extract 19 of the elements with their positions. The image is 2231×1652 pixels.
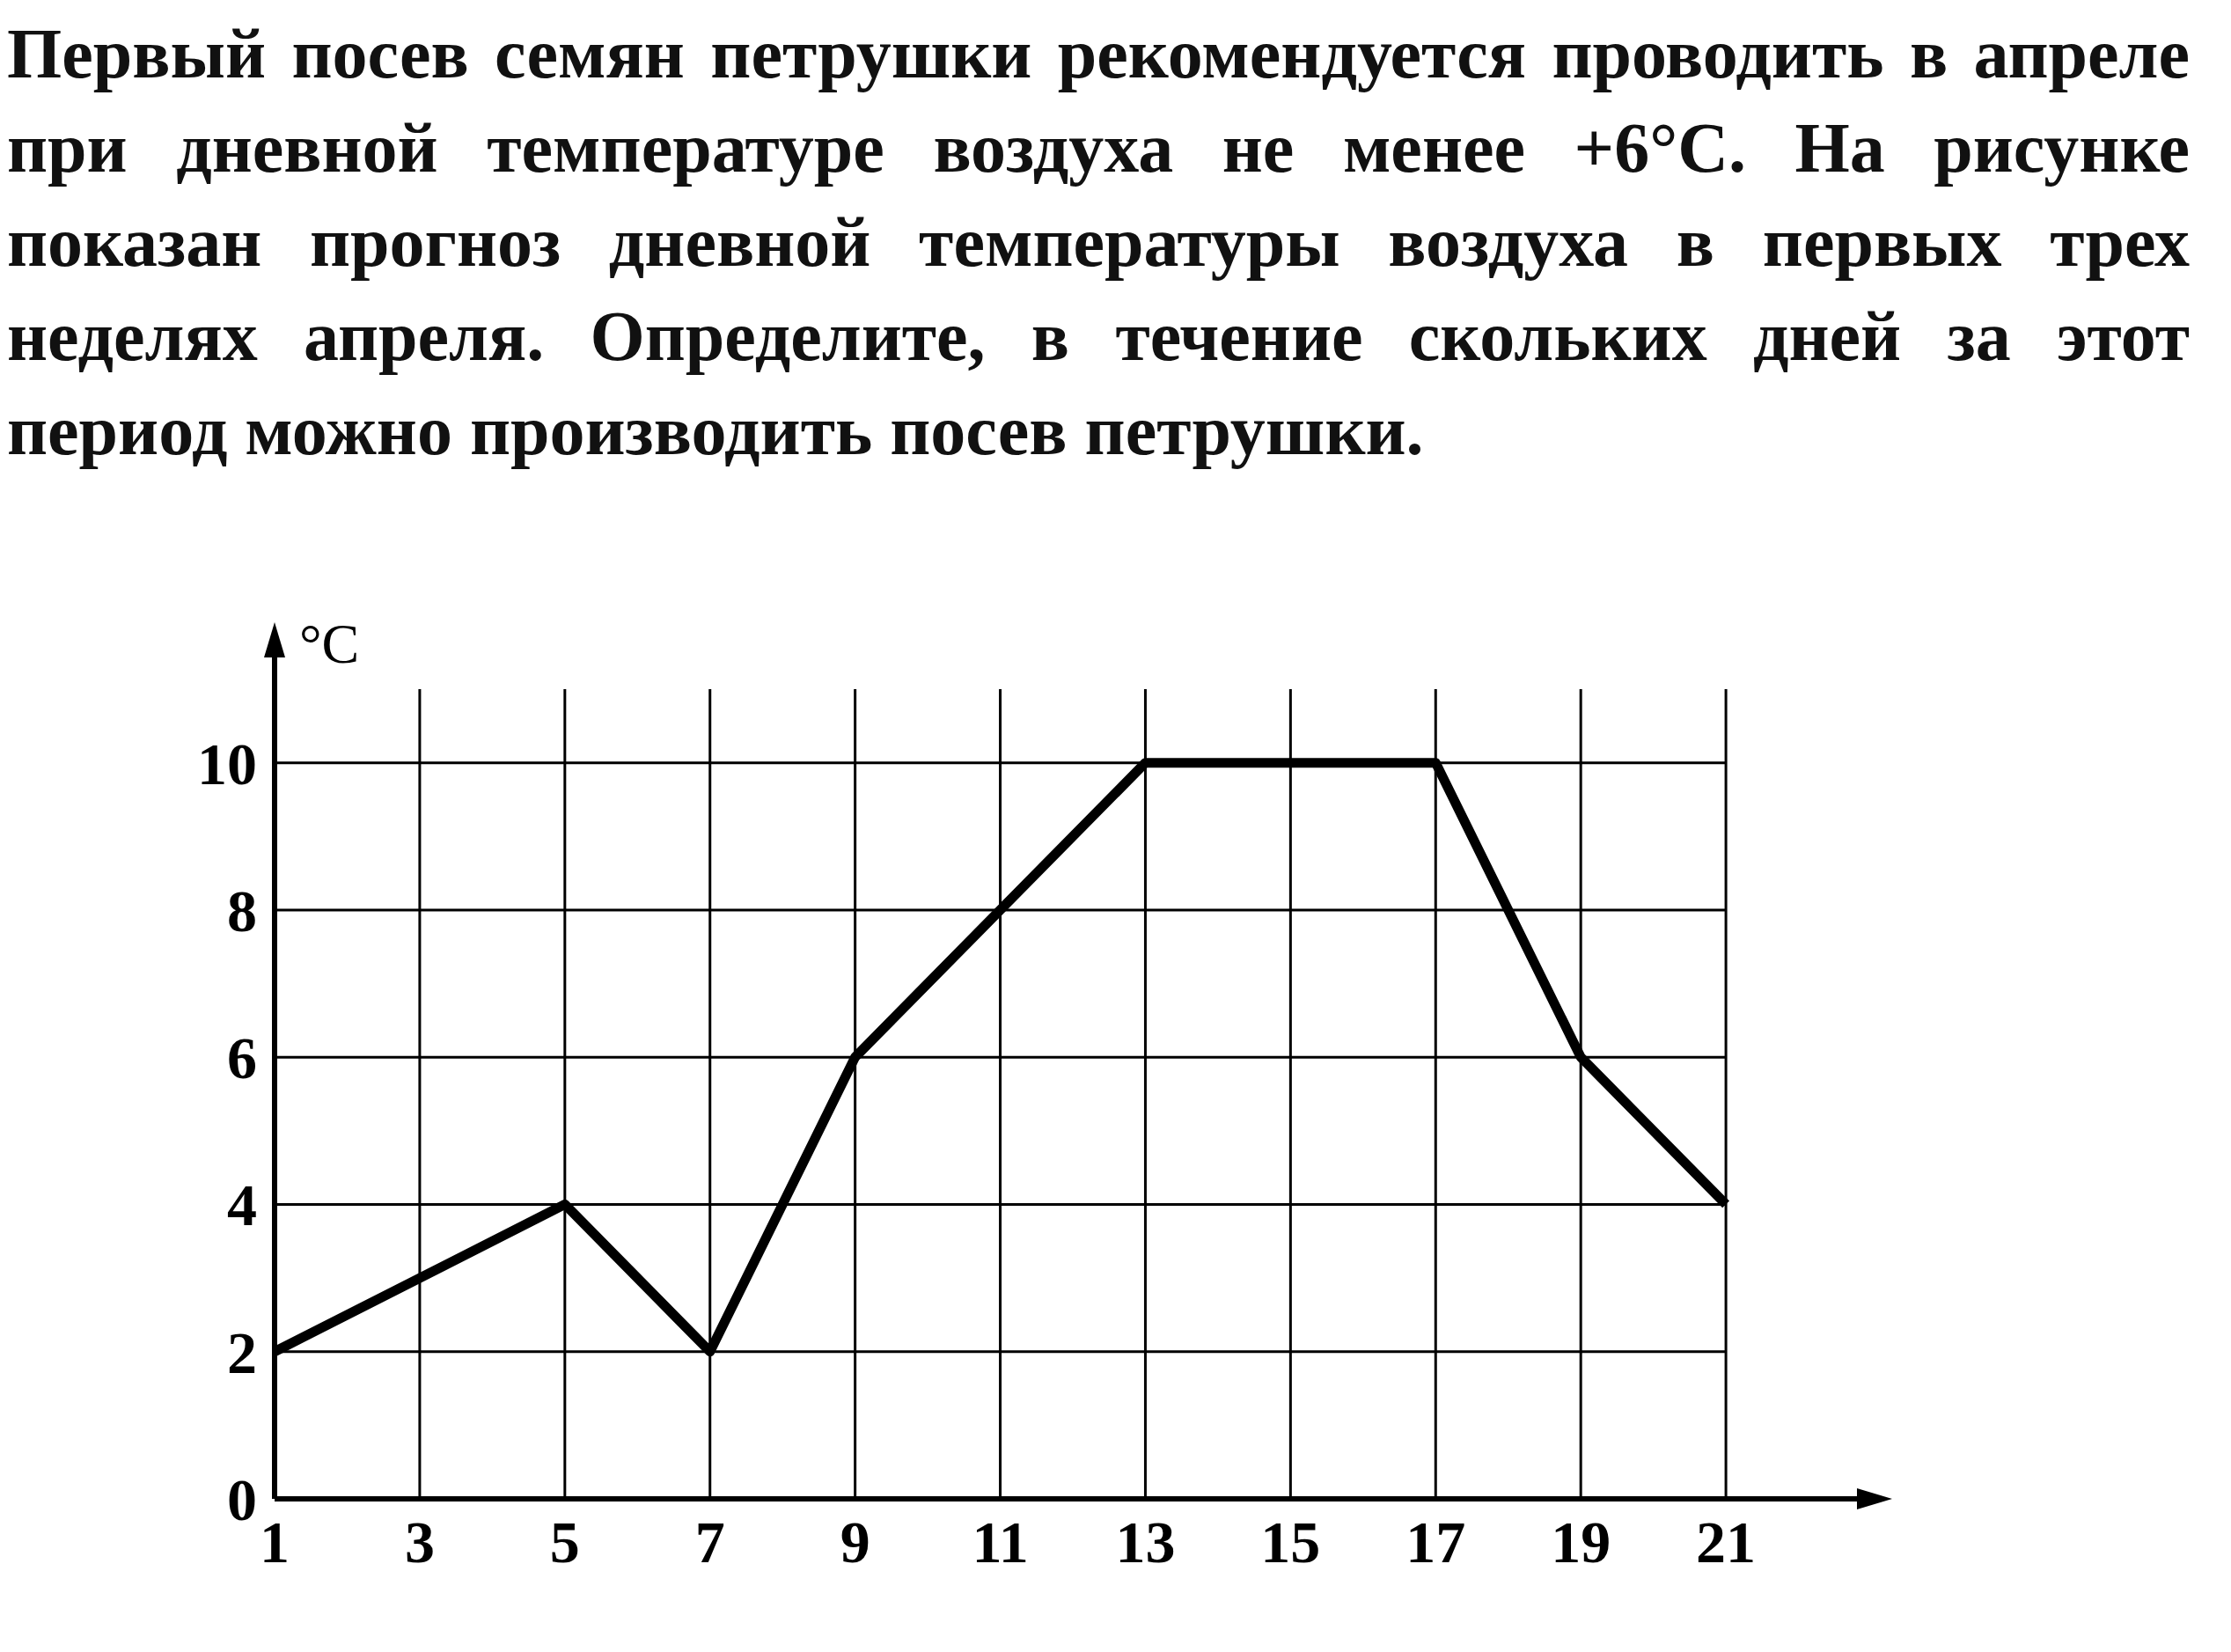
x-tick-label: 1 — [260, 1509, 290, 1575]
y-tick-label: 6 — [227, 1024, 257, 1092]
x-tick-label: 3 — [404, 1509, 435, 1575]
x-tick-label: 19 — [1551, 1509, 1611, 1575]
y-tick-label: 10 — [197, 730, 257, 797]
x-tick-label: 5 — [549, 1509, 580, 1575]
y-axis-title: °C — [299, 613, 360, 675]
y-tick-label: 0 — [227, 1466, 257, 1533]
y-tick-label: 2 — [227, 1318, 257, 1386]
chart-title: Первый посев семян петрушки рекомендуется проводить в апреле при дневной температуре воздуха не менее +6°C. На рисунке показан прогноз дневной температуры воздуха в первых трех неделях апреля. Определите, в течение скольких дней за этот период можно производить посев петрушки. — [7, 14, 2190, 471]
x-tick-label: 15 — [1260, 1509, 1321, 1575]
y-tick-label: 8 — [227, 877, 257, 944]
x-tick-label: 11 — [972, 1509, 1029, 1575]
y-tick-label: 4 — [227, 1171, 257, 1239]
x-tick-label: 21 — [1696, 1509, 1757, 1575]
x-tick-label: 13 — [1115, 1509, 1176, 1575]
x-tick-label: 9 — [840, 1509, 870, 1575]
x-tick-label: 7 — [694, 1509, 725, 1575]
x-tick-label: 17 — [1405, 1509, 1466, 1575]
